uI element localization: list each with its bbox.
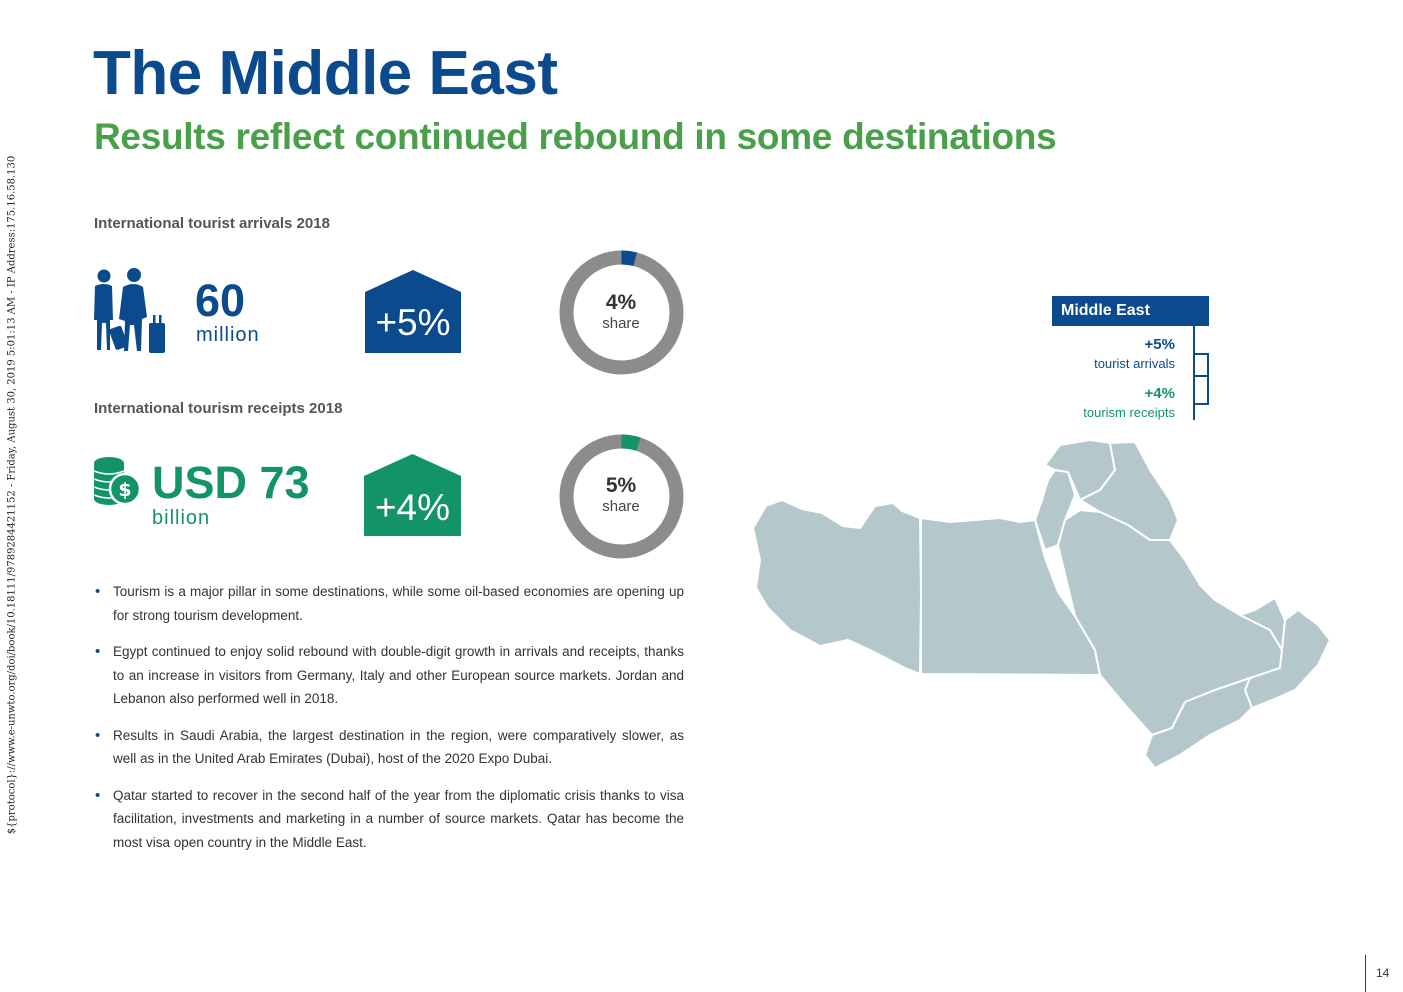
arrivals-value: 60 xyxy=(195,275,246,326)
receipts-growth: +4% xyxy=(374,487,451,528)
arrivals-share-label: share xyxy=(602,315,640,333)
receipts-share-label: share xyxy=(602,498,640,516)
watermark: ${protocol}://www.e-unwto.org/doi/book/1… xyxy=(2,130,22,860)
legend-arrivals-value: +5% xyxy=(1144,336,1175,353)
legend-arrivals-label: tourist arrivals xyxy=(1094,356,1175,371)
receipts-share-text: 5% share xyxy=(581,473,661,516)
svg-text:$: $ xyxy=(118,479,131,501)
map-yemen xyxy=(1144,677,1253,769)
receipts-share-pct: 5% xyxy=(605,474,637,497)
legend-bracket xyxy=(1193,326,1209,420)
arrivals-growth: +5% xyxy=(375,302,451,343)
bullet-item: Egypt continued to enjoy solid rebound w… xyxy=(94,640,684,711)
map-egypt xyxy=(920,517,1101,676)
arrivals-growth-badge: +5% xyxy=(365,270,461,353)
arrivals-share-donut xyxy=(559,250,684,375)
arrow-up-badge-icon xyxy=(364,454,461,536)
arrivals-share-pct: 4% xyxy=(605,291,637,314)
travellers-icon xyxy=(94,268,165,353)
receipts-unit: billion xyxy=(152,507,211,529)
page-subtitle: Results reflect continued rebound in som… xyxy=(94,116,1057,157)
page-divider xyxy=(1365,955,1366,992)
receipts-value: USD 73 xyxy=(152,457,310,508)
watermark-text: ${protocol}://www.e-unwto.org/doi/book/1… xyxy=(6,155,18,835)
arrow-up-badge-icon xyxy=(365,270,461,353)
bullet-list: Tourism is a major pillar in some destin… xyxy=(94,580,684,867)
coins-dollar-icon: $ xyxy=(93,457,142,506)
receipts-section-label: International tourism receipts 2018 xyxy=(94,400,343,417)
receipts-growth-badge: +4% xyxy=(364,454,461,536)
map-levant xyxy=(1034,469,1076,551)
legend-receipts-label: tourism receipts xyxy=(1083,405,1175,420)
region-legend-title: Middle East xyxy=(1052,296,1209,326)
bullet-item: Qatar started to recover in the second h… xyxy=(94,784,684,855)
arrivals-section-label: International tourist arrivals 2018 xyxy=(94,215,330,232)
page-number: 14 xyxy=(1376,966,1390,980)
bullet-item: Tourism is a major pillar in some destin… xyxy=(94,580,684,627)
middle-east-map xyxy=(752,439,1331,769)
receipts-share-donut xyxy=(559,434,684,559)
map-libya xyxy=(752,499,922,675)
legend-receipts-value: +4% xyxy=(1144,385,1175,402)
donut-share-arc xyxy=(559,250,684,375)
page-title: The Middle East xyxy=(93,39,558,108)
donut-share-arc xyxy=(559,434,684,559)
bullet-item: Results in Saudi Arabia, the largest des… xyxy=(94,724,684,771)
arrivals-unit: million xyxy=(196,324,260,346)
arrivals-share-text: 4% share xyxy=(581,290,661,333)
